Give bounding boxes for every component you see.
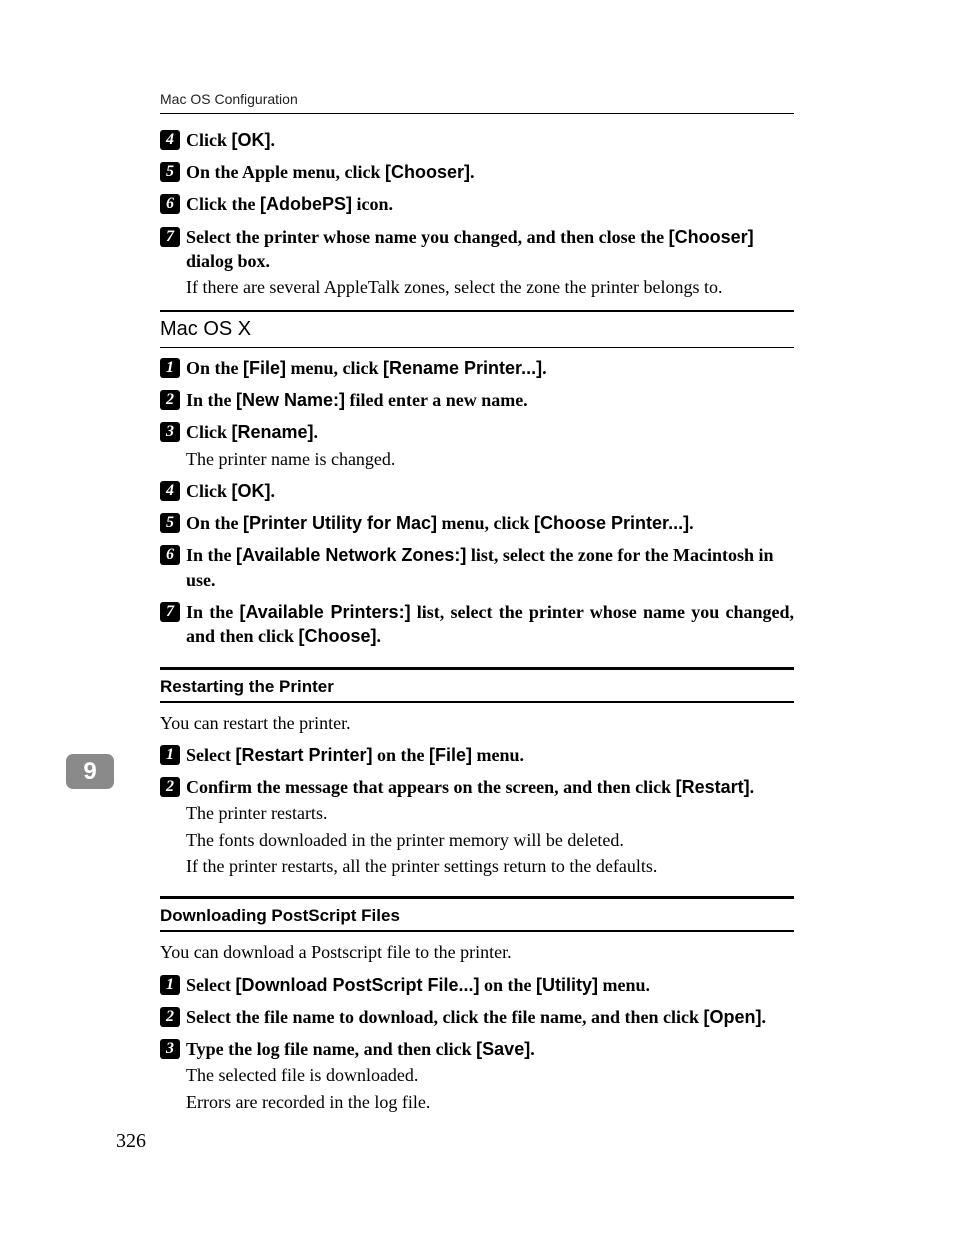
step-followup: The printer name is changed. (186, 447, 794, 471)
step: 4 Click [OK]. (160, 128, 794, 152)
ui-label: [Chooser] (669, 227, 754, 247)
step-text: In the [New Name:] filed enter a new nam… (186, 388, 794, 412)
step-followup: Errors are recorded in the log file. (186, 1090, 794, 1114)
step-number-icon: 7 (160, 602, 180, 622)
section-continued-steps: 4 Click [OK]. 5 On the Apple menu, click [C… (160, 128, 794, 300)
intro-text: You can restart the printer. (160, 711, 794, 735)
ui-label: [OK] (232, 481, 271, 501)
step-text: On the [Printer Utility for Mac] menu, c… (186, 511, 794, 535)
ui-label: [New Name:] (236, 390, 345, 410)
step-text: Select the file name to download, click … (186, 1005, 794, 1029)
step-number-icon: 4 (160, 130, 180, 150)
step-number-icon: 1 (160, 358, 180, 378)
step-text: Click [OK]. (186, 479, 794, 503)
step: 2 In the [New Name:] filed enter a new na… (160, 388, 794, 412)
step-text: On the Apple menu, click [Chooser]. (186, 160, 794, 184)
intro-text: You can download a Postscript file to th… (160, 940, 794, 964)
step: 5 On the [Printer Utility for Mac] menu, … (160, 511, 794, 535)
step-number-icon: 2 (160, 390, 180, 410)
ui-label: [File] (243, 358, 286, 378)
step-followup: The selected file is downloaded. (186, 1063, 794, 1087)
section-downloading-steps: 1 Select [Download PostScript File...] on… (160, 973, 794, 1114)
chapter-tab: 9 (66, 754, 114, 789)
step-number-icon: 5 (160, 162, 180, 182)
ui-label: [Utility] (536, 975, 598, 995)
step: 1 Select [Restart Printer] on the [File] … (160, 743, 794, 767)
rule (160, 896, 794, 899)
step: 3 Type the log file name, and then click … (160, 1037, 794, 1061)
step-text: On the [File] menu, click [Rename Printe… (186, 356, 794, 380)
step: 1 On the [File] menu, click [Rename Print… (160, 356, 794, 380)
step-text: In the [Available Printers:] list, selec… (186, 600, 794, 649)
ui-label: [Download PostScript File...] (235, 975, 479, 995)
step-number-icon: 4 (160, 481, 180, 501)
ui-label: [Available Network Zones:] (236, 545, 466, 565)
ui-label: [Save] (476, 1039, 530, 1059)
step-text: Click the [AdobePS] icon. (186, 192, 794, 216)
running-head: Mac OS Configuration (160, 90, 794, 109)
ui-label: [Rename] (232, 422, 314, 442)
heading-downloading: Downloading PostScript Files (160, 905, 794, 928)
step-number-icon: 6 (160, 194, 180, 214)
step-number-icon: 1 (160, 745, 180, 765)
step-followup: If the printer restarts, all the printer… (186, 854, 794, 878)
step-number-icon: 7 (160, 227, 180, 247)
ui-label: [File] (429, 745, 472, 765)
step-followup: If there are several AppleTalk zones, se… (186, 275, 794, 299)
step: 2 Confirm the message that appears on the… (160, 775, 794, 799)
section-restarting-steps: 1 Select [Restart Printer] on the [File] … (160, 743, 794, 878)
step-text: Type the log file name, and then click [… (186, 1037, 794, 1061)
ui-label: [AdobePS] (260, 194, 352, 214)
rule (160, 701, 794, 703)
ui-label: [Open] (703, 1007, 761, 1027)
ui-label: [Choose] (299, 626, 377, 646)
ui-label: [OK] (232, 130, 271, 150)
step-text: Click [Rename]. (186, 420, 794, 444)
step: 7 Select the printer whose name you chang… (160, 225, 794, 274)
step: 7 In the [Available Printers:] list, sele… (160, 600, 794, 649)
rule (160, 113, 794, 114)
ui-label: [Rename Printer...] (383, 358, 542, 378)
step-number-icon: 2 (160, 1007, 180, 1027)
step: 6 In the [Available Network Zones:] list,… (160, 543, 794, 592)
step: 1 Select [Download PostScript File...] on… (160, 973, 794, 997)
step-number-icon: 6 (160, 545, 180, 565)
step: 3 Click [Rename]. (160, 420, 794, 444)
rule (160, 347, 794, 348)
section-macosx-steps: 1 On the [File] menu, click [Rename Print… (160, 356, 794, 649)
step: 4 Click [OK]. (160, 479, 794, 503)
step: 5 On the Apple menu, click [Chooser]. (160, 160, 794, 184)
heading-restarting: Restarting the Printer (160, 676, 794, 699)
step-followup: The printer restarts. (186, 801, 794, 825)
ui-label: [Restart] (676, 777, 750, 797)
step-number-icon: 3 (160, 422, 180, 442)
step-text: Select [Download PostScript File...] on … (186, 973, 794, 997)
page: 9 Mac OS Configuration 4 Click [OK]. 5 On t… (0, 0, 954, 1235)
ui-label: [Restart Printer] (235, 745, 372, 765)
step-number-icon: 5 (160, 513, 180, 533)
page-number: 326 (116, 1128, 146, 1155)
heading-macosx: Mac OS X (160, 316, 794, 343)
step: 6 Click the [AdobePS] icon. (160, 192, 794, 216)
step-number-icon: 1 (160, 975, 180, 995)
rule (160, 930, 794, 932)
ui-label: [Printer Utility for Mac] (243, 513, 437, 533)
ui-label: [Chooser] (385, 162, 470, 182)
ui-label: [Choose Printer...] (534, 513, 689, 533)
step: 2 Select the file name to download, click… (160, 1005, 794, 1029)
step-number-icon: 3 (160, 1039, 180, 1059)
step-number-icon: 2 (160, 777, 180, 797)
step-text: In the [Available Network Zones:] list, … (186, 543, 794, 592)
step-text: Select the printer whose name you change… (186, 225, 794, 274)
step-text: Click [OK]. (186, 128, 794, 152)
step-text: Select [Restart Printer] on the [File] m… (186, 743, 794, 767)
step-followup: The fonts downloaded in the printer memo… (186, 828, 794, 852)
rule (160, 667, 794, 670)
ui-label: [Available Printers:] (239, 602, 410, 622)
rule (160, 310, 794, 312)
step-text: Confirm the message that appears on the … (186, 775, 794, 799)
